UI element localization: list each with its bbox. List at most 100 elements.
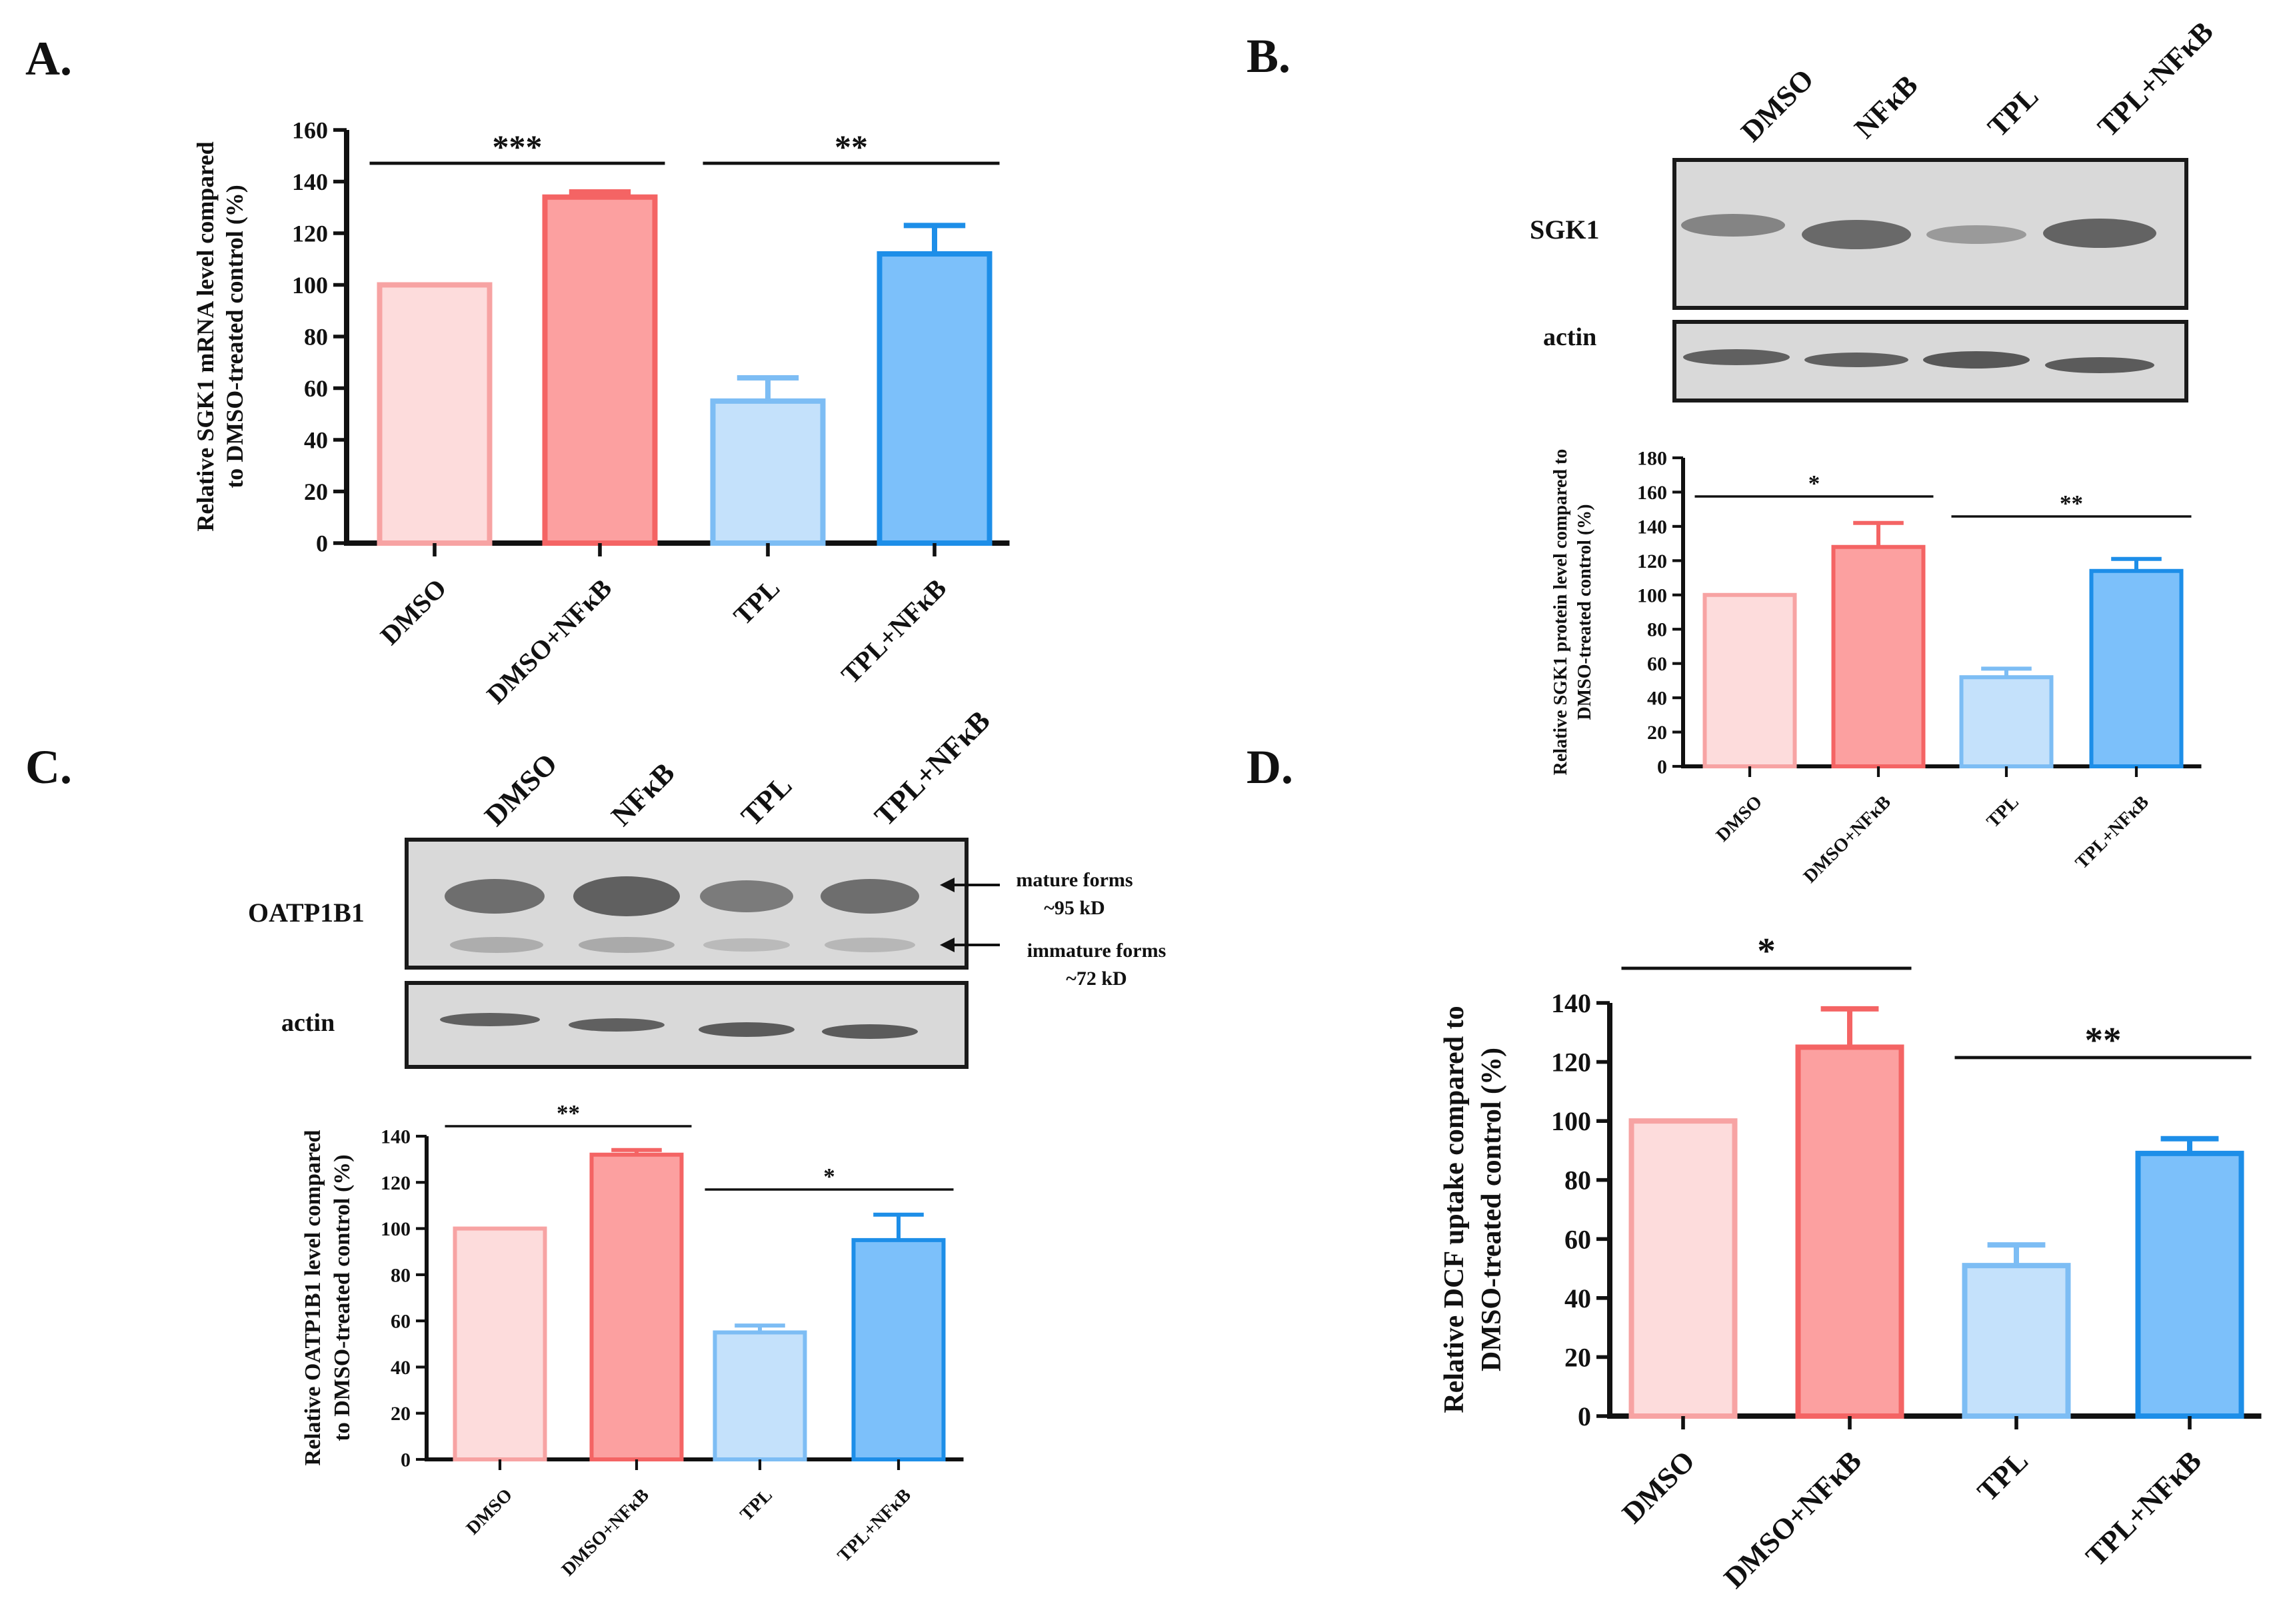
blot-b-actin-band-dmso (1683, 349, 1790, 365)
chart-b-category-label-dmso: DMSO (1712, 792, 1766, 846)
chart-a-y-tick-label: 100 (292, 272, 328, 299)
chart-c-significance-label: * (823, 1164, 835, 1190)
chart-c-oatp1b1-protein: 0 20 40 60 80 100 120 140 Relative OATP1B1 level… (301, 1100, 964, 1580)
chart-a-y-tick-label: 80 (304, 324, 328, 351)
chart-b-bar-dmso-nfkb (1831, 544, 1926, 768)
chart-b-bar-tpl (1959, 675, 2054, 768)
chart-d-bar-dmso-nfkb (1795, 1044, 1904, 1419)
chart-c-y-tick-label: 60 (391, 1311, 411, 1333)
chart-b-bar-dmso (1702, 592, 1797, 768)
western-blot-b: DMSO NFκB TPL TPL+NFκB SGK1 actin (1530, 15, 2220, 403)
chart-b-y-tick-label: 0 (1657, 756, 1667, 778)
panel-label-c: C. (25, 740, 72, 794)
chart-b-y-tick-label: 120 (1637, 550, 1667, 572)
mature-forms-label: mature forms (1016, 869, 1133, 891)
immature-forms-size: ~72 kD (1066, 968, 1127, 990)
chart-c-y-tick-label: 120 (381, 1172, 411, 1194)
chart-a-y-tick-label: 40 (304, 427, 328, 454)
blot-b-sgk1-band-tpl (1926, 225, 2026, 244)
chart-a-y-tick-label: 160 (292, 117, 328, 144)
blot-c-immature-band-dmso (450, 937, 543, 953)
chart-a-y-axis-label-line2: to DMSO-treated control (%) (221, 185, 248, 488)
blot-c-mature-band-nfkb (573, 876, 680, 916)
blot-c-actin-band-tpl-nfkb (822, 1024, 918, 1039)
chart-c-category-label-dmso-nfkb: DMSO+NFκB (558, 1485, 653, 1580)
chart-d-y-tick-label: 20 (1564, 1342, 1591, 1372)
blot-c-immature-band-tpl (703, 938, 790, 952)
chart-a-category-label-dmso: DMSO (375, 573, 453, 651)
blot-c-lane-tpl: TPL (735, 769, 798, 832)
chart-b-y-axis-label: Relative SGK1 protein level compared to (1550, 449, 1571, 776)
blot-c-actin-band-dmso (440, 1013, 540, 1026)
chart-c-bar-dmso (453, 1226, 547, 1461)
chart-c-bar-tpl-nfkb (851, 1237, 946, 1461)
chart-c-y-tick-label: 40 (391, 1357, 411, 1379)
chart-d-y-tick-label: 0 (1578, 1401, 1591, 1431)
chart-b-category-label-tpl-nfkb: TPL+NFκB (2072, 792, 2153, 873)
chart-a-y-tick-label: 0 (316, 530, 328, 557)
chart-d-y-tick-label: 100 (1551, 1106, 1591, 1136)
chart-a-bar-dmso (377, 282, 493, 546)
chart-b-y-tick-label: 140 (1637, 516, 1667, 538)
chart-a-bar-tpl (710, 398, 826, 546)
chart-d-bar-dmso (1628, 1118, 1738, 1419)
chart-d-y-axis-label: Relative DCF uptake compared to (1439, 1006, 1470, 1413)
chart-a-category-label-dmso-nfkb: DMSO+NFκB (481, 573, 617, 710)
blot-c-actin-band-tpl (699, 1022, 795, 1037)
chart-c-category-label-tpl-nfkb: TPL+NFκB (834, 1485, 915, 1566)
chart-d-y-tick-label: 140 (1551, 988, 1591, 1018)
chart-c-y-tick-label: 0 (401, 1449, 411, 1471)
blot-b-actin-band-tpl (1923, 351, 2030, 369)
chart-c-category-label-tpl: TPL (737, 1485, 777, 1525)
chart-a-significance-label: *** (493, 128, 543, 165)
chart-d-bar-tpl-nfkb (2135, 1150, 2244, 1419)
chart-a-category-label-tpl: TPL (728, 573, 786, 631)
chart-d-category-label-tpl: TPL (1971, 1444, 2034, 1507)
blot-c-lane-tpl-nfkb: TPL+NFκB (868, 704, 996, 832)
blot-c-mature-band-tpl (700, 880, 793, 912)
blot-b-row-actin: actin (1543, 323, 1596, 351)
chart-a-y-tick-label: 140 (292, 169, 328, 195)
blot-c-mature-band-dmso (445, 879, 545, 914)
blot-c-actin-band-nfkb (569, 1018, 665, 1032)
mature-forms-size: ~95 kD (1044, 897, 1105, 919)
blot-c-lane-dmso: DMSO (478, 747, 563, 832)
chart-a-y-tick-label: 60 (304, 375, 328, 402)
chart-c-bar-dmso-nfkb (589, 1152, 684, 1461)
blot-c-immature-band-tpl-nfkb (825, 938, 915, 952)
chart-d-y-tick-label: 40 (1564, 1283, 1591, 1313)
chart-a-y-axis-label: Relative SGK1 mRNA level compared (192, 141, 219, 531)
blot-b-actin-band-nfkb (1804, 353, 1908, 367)
chart-a-significance-label: ** (835, 128, 868, 165)
chart-a-y-tick-label: 20 (304, 478, 328, 505)
chart-d-y-tick-label: 60 (1564, 1224, 1591, 1254)
blot-b-sgk1-band-dmso (1681, 214, 1785, 237)
chart-b-y-tick-label: 180 (1637, 448, 1667, 470)
blot-b-row-sgk1: SGK1 (1530, 215, 1599, 245)
chart-b-bar-tpl-nfkb (2089, 568, 2184, 768)
chart-c-y-tick-label: 20 (391, 1403, 411, 1425)
chart-c-bar-tpl (713, 1330, 807, 1461)
chart-d-dcf-uptake: 0 20 40 60 80 100 120 140 Relative DCF uptake co… (1439, 930, 2262, 1595)
blot-b-sgk1-band-nfkb (1802, 220, 1911, 249)
chart-d-bar-tpl (1962, 1263, 2071, 1419)
chart-a-sgk1-mrna: 0 20 40 60 80 100 120 140 160 Relative SGK1 mRNA … (192, 117, 1010, 710)
chart-b-y-tick-label: 20 (1647, 722, 1667, 744)
western-blot-c: DMSO NFκB TPL TPL+NFκB OATP1B1 actin mat… (248, 704, 1166, 1069)
chart-a-bar-tpl-nfkb (877, 251, 993, 546)
chart-b-y-tick-label: 80 (1647, 619, 1667, 641)
chart-b-y-tick-label: 60 (1647, 653, 1667, 675)
chart-c-y-axis-label-line2: to DMSO-treated control (%) (330, 1154, 355, 1441)
mature-forms-arrowhead-icon (940, 878, 955, 892)
blot-c-immature-band-nfkb (579, 937, 675, 953)
chart-d-y-axis-label-line2: DMSO-treated control (%) (1476, 1048, 1507, 1371)
blot-b-actin-band-tpl-nfkb (2045, 357, 2154, 373)
blot-b-lane-tpl-nfkb: TPL+NFκB (2091, 15, 2219, 143)
blot-c-lane-nfkb: NFκB (605, 756, 681, 832)
panel-label-b: B. (1246, 29, 1290, 83)
blot-c-mature-band-tpl-nfkb (821, 879, 919, 914)
chart-a-category-label-tpl-nfkb: TPL+NFκB (835, 573, 952, 690)
chart-b-y-tick-label: 160 (1637, 482, 1667, 504)
chart-b-y-tick-label: 40 (1647, 688, 1667, 710)
